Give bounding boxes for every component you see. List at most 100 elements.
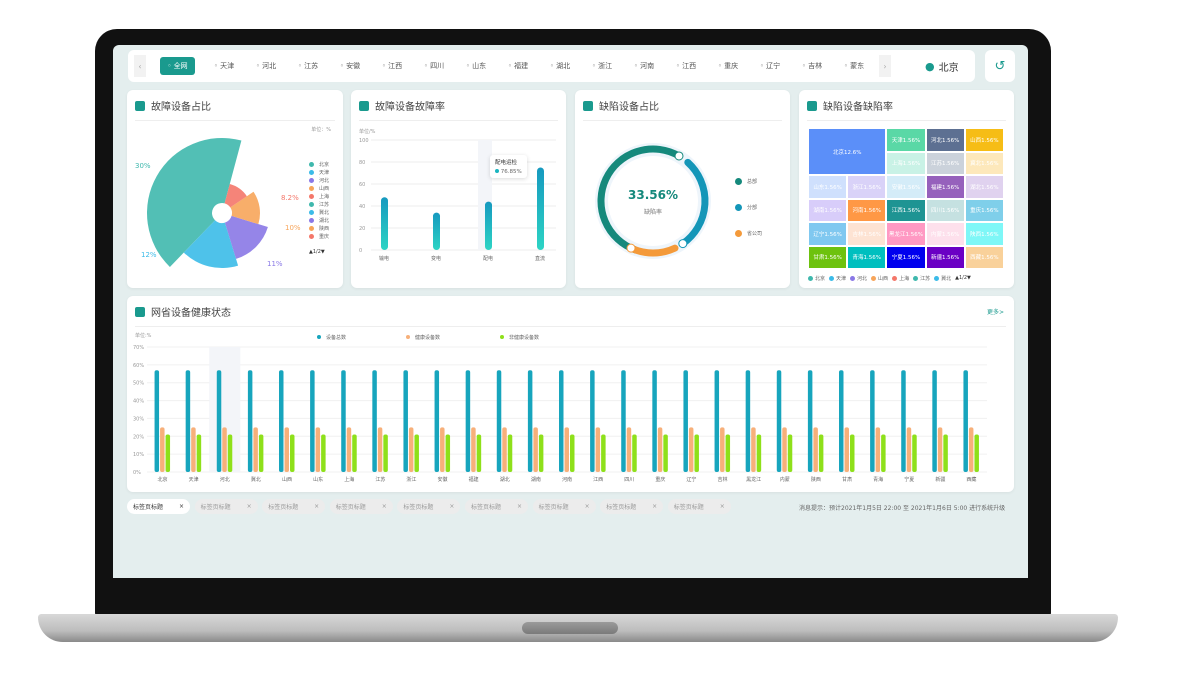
legend-item[interactable]: 总部 bbox=[735, 168, 762, 194]
close-icon[interactable]: × bbox=[381, 503, 387, 510]
treemap-cell[interactable]: 山西1.56% bbox=[964, 128, 1004, 152]
region-tab[interactable]: ◦ 辽宁 bbox=[759, 62, 781, 70]
region-tab[interactable]: ◦ 全网 bbox=[160, 57, 195, 75]
treemap-cell[interactable]: 山东1.56% bbox=[808, 175, 848, 199]
region-tab[interactable]: ◦ 福建 bbox=[507, 62, 529, 70]
bar-北京-健康设备数[interactable] bbox=[160, 427, 165, 472]
legend-item[interactable]: 冀北 bbox=[309, 208, 329, 216]
treemap-cell[interactable]: 江苏1.56% bbox=[925, 151, 965, 175]
region-tab[interactable]: ◦ 江西 bbox=[381, 62, 403, 70]
close-icon[interactable]: × bbox=[584, 503, 590, 510]
region-tab[interactable]: ◦ 吉林 bbox=[801, 62, 823, 70]
bar-新疆-健康设备数[interactable] bbox=[937, 427, 943, 472]
bar-配电[interactable] bbox=[485, 201, 492, 250]
treemap-cell[interactable]: 西藏1.56% bbox=[964, 245, 1004, 269]
bar-浙江-非健康设备数[interactable] bbox=[414, 434, 419, 473]
bar-江西-非健康设备数[interactable] bbox=[601, 434, 606, 473]
legend-item[interactable]: 重庆 bbox=[309, 232, 329, 240]
rose-slice-河北[interactable] bbox=[224, 215, 268, 259]
region-tab[interactable]: ◦ 浙江 bbox=[591, 62, 613, 70]
bar-变电[interactable] bbox=[433, 212, 440, 250]
bar-福建-设备总数[interactable] bbox=[465, 370, 471, 472]
legend-item[interactable]: 湖北 bbox=[309, 216, 329, 224]
bar-山东-非健康设备数[interactable] bbox=[321, 434, 326, 473]
bar-江西-健康设备数[interactable] bbox=[595, 427, 601, 472]
treemap-cell[interactable]: 重庆1.56% bbox=[964, 198, 1004, 222]
treemap-cell[interactable]: 湖北1.56% bbox=[964, 175, 1004, 199]
region-tab[interactable]: ◦ 山东 bbox=[465, 62, 487, 70]
close-icon[interactable]: × bbox=[719, 503, 725, 510]
bar-上海-设备总数[interactable] bbox=[341, 370, 346, 472]
bar-山西-健康设备数[interactable] bbox=[284, 427, 290, 472]
bar-西藏-健康设备数[interactable] bbox=[968, 427, 974, 472]
treemap-cell[interactable]: 陕西1.56% bbox=[964, 222, 1004, 246]
bar-湖南-非健康设备数[interactable] bbox=[538, 434, 544, 473]
legend-item[interactable]: 江苏 bbox=[913, 274, 930, 282]
legend-item[interactable]: 省公司 bbox=[735, 220, 762, 246]
treemap-cell[interactable]: 冀北1.56% bbox=[964, 151, 1004, 175]
bar-安徽-健康设备数[interactable] bbox=[440, 427, 445, 472]
page-tab[interactable]: 标签页标题 × bbox=[667, 499, 731, 514]
bar-天津-设备总数[interactable] bbox=[185, 370, 191, 472]
bar-江西-设备总数[interactable] bbox=[590, 370, 595, 472]
bar-新疆-设备总数[interactable] bbox=[932, 370, 937, 472]
legend-item[interactable]: 非健康设备数 bbox=[500, 333, 539, 341]
region-tab[interactable]: ◦ 湖北 bbox=[549, 62, 571, 70]
bar-上海-健康设备数[interactable] bbox=[346, 427, 352, 472]
bar-辽宁-设备总数[interactable] bbox=[683, 370, 688, 472]
bar-黑龙江-设备总数[interactable] bbox=[745, 370, 751, 472]
region-tab[interactable]: ◦ 重庆 bbox=[717, 62, 739, 70]
legend-item[interactable]: 江苏 bbox=[309, 200, 329, 208]
treemap-cell[interactable]: 青海1.56% bbox=[847, 245, 887, 269]
bar-河南-设备总数[interactable] bbox=[559, 370, 564, 472]
treemap-cell[interactable]: 河南1.56% bbox=[847, 198, 887, 222]
bar-浙江-设备总数[interactable] bbox=[403, 370, 408, 472]
bar-安徽-非健康设备数[interactable] bbox=[445, 434, 451, 473]
bar-河南-非健康设备数[interactable] bbox=[570, 434, 575, 473]
bar-直流[interactable] bbox=[537, 167, 544, 251]
treemap-cell[interactable]: 宁夏1.56% bbox=[886, 245, 926, 269]
bar-黑龙江-健康设备数[interactable] bbox=[751, 427, 756, 472]
legend-item[interactable]: 上海 bbox=[892, 274, 909, 282]
bar-山东-健康设备数[interactable] bbox=[315, 427, 321, 472]
bar-安徽-设备总数[interactable] bbox=[434, 370, 440, 472]
bar-重庆-设备总数[interactable] bbox=[652, 370, 657, 472]
bar-湖北-非健康设备数[interactable] bbox=[507, 434, 513, 473]
page-tab[interactable]: 标签页标题 × bbox=[465, 499, 528, 514]
bar-内蒙-设备总数[interactable] bbox=[776, 370, 782, 472]
bar-重庆-健康设备数[interactable] bbox=[657, 427, 663, 472]
page-tab[interactable]: 标签页标题 × bbox=[329, 499, 393, 514]
legend-item[interactable]: 天津 bbox=[309, 168, 329, 176]
close-icon[interactable]: × bbox=[516, 503, 522, 510]
bar-山西-非健康设备数[interactable] bbox=[290, 434, 295, 473]
bar-内蒙-非健康设备数[interactable] bbox=[787, 434, 793, 473]
bar-输电[interactable] bbox=[381, 197, 388, 250]
legend-item[interactable]: 北京 bbox=[309, 160, 329, 168]
bar-陕西-健康设备数[interactable] bbox=[813, 427, 818, 472]
bar-宁夏-健康设备数[interactable] bbox=[906, 427, 912, 472]
bar-河北-非健康设备数[interactable] bbox=[227, 434, 233, 473]
close-icon[interactable]: × bbox=[314, 503, 320, 510]
bar-陕西-设备总数[interactable] bbox=[807, 370, 813, 472]
bar-天津-非健康设备数[interactable] bbox=[196, 434, 202, 473]
bar-辽宁-非健康设备数[interactable] bbox=[694, 434, 699, 473]
bar-青海-设备总数[interactable] bbox=[870, 370, 875, 472]
bar-西藏-设备总数[interactable] bbox=[963, 370, 968, 472]
page-tab[interactable]: 标签页标题 × bbox=[194, 499, 258, 514]
bar-湖北-健康设备数[interactable] bbox=[502, 427, 507, 472]
region-tab[interactable]: ◦ 蒙东 bbox=[843, 62, 865, 70]
bar-四川-非健康设备数[interactable] bbox=[632, 434, 637, 473]
bar-陕西-非健康设备数[interactable] bbox=[818, 434, 824, 473]
current-region[interactable]: ● 北京 bbox=[925, 59, 959, 74]
next-region-button[interactable]: › bbox=[879, 55, 891, 77]
bar-吉林-健康设备数[interactable] bbox=[720, 427, 725, 472]
legend-item[interactable]: 山西 bbox=[309, 184, 329, 192]
bar-四川-设备总数[interactable] bbox=[621, 370, 626, 472]
bar-上海-非健康设备数[interactable] bbox=[352, 434, 357, 473]
bar-黑龙江-非健康设备数[interactable] bbox=[756, 434, 762, 473]
bar-吉林-非健康设备数[interactable] bbox=[725, 434, 731, 473]
page-tab[interactable]: 标签页标题 × bbox=[397, 499, 461, 514]
bar-甘肃-设备总数[interactable] bbox=[839, 370, 844, 472]
treemap-cell[interactable]: 内蒙1.56% bbox=[925, 222, 965, 246]
bar-内蒙-健康设备数[interactable] bbox=[782, 427, 787, 472]
